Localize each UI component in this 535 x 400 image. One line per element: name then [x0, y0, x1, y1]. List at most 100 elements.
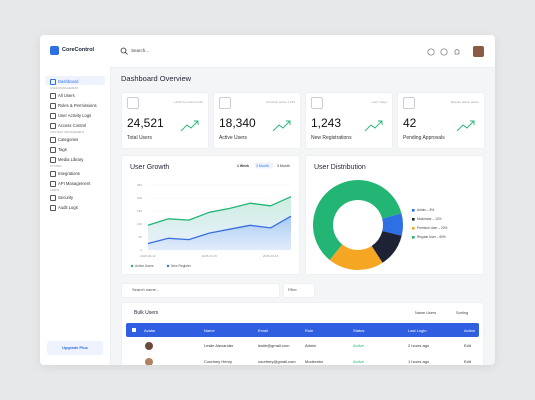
nav-icon	[50, 93, 56, 99]
y-tick-label: 200	[137, 196, 142, 200]
topbar-icons	[427, 46, 484, 57]
stat-icon	[311, 97, 323, 109]
x-tick-label: 2025-03-18	[263, 254, 279, 258]
nav-item[interactable]: Security	[58, 194, 74, 200]
x-tick-label: 2025-03-12	[140, 254, 156, 258]
table-cell: Leslie Alexander	[204, 343, 234, 348]
stat-label: New Registrations	[311, 135, 352, 141]
nav-item[interactable]: API Management	[58, 180, 91, 186]
avatar	[145, 342, 153, 350]
trend-icon	[456, 120, 475, 132]
chart-title: User Growth	[130, 164, 169, 171]
table-cell[interactable]: Edit	[464, 359, 471, 364]
donut-slice	[371, 230, 402, 263]
legend-entry: Admin – 8%	[417, 208, 434, 212]
legend-swatch	[412, 227, 415, 230]
sidebar: CoreControl Upgrade Plus Dashboard USER M…	[40, 35, 111, 365]
column-header: Status	[353, 327, 365, 333]
table-cell[interactable]: Edit	[464, 343, 471, 348]
legend-entry: Moderator – 12%	[417, 217, 442, 221]
nav-item[interactable]: Dashboard	[58, 78, 79, 84]
avatar	[145, 358, 153, 365]
stat-card: Last 7 days 1,243 New Registrations	[305, 92, 393, 149]
stat-label: Pending Approvals	[403, 135, 445, 141]
trend-arrow	[378, 120, 383, 125]
legend-name: Admin	[417, 208, 426, 212]
nav-item[interactable]: Categories	[58, 136, 79, 142]
tab-active	[255, 162, 273, 169]
nav-section-title: CONTENT MANAGEMENT	[50, 130, 85, 134]
table-cell: Active	[353, 359, 364, 364]
legend-name: Moderator	[417, 217, 432, 221]
sort-by[interactable]: Name Users	[415, 311, 437, 315]
legend-name: Premium User	[417, 226, 438, 230]
legend-label: New Register	[171, 264, 192, 268]
legend-entry: Premium User – 20%	[417, 226, 447, 230]
legend-swatch	[412, 218, 415, 221]
stat-icon	[403, 97, 415, 109]
nav-item[interactable]: User Activity Logs	[58, 112, 92, 118]
trend-line	[180, 120, 199, 132]
donut-slice	[382, 213, 403, 236]
trend-line	[456, 120, 475, 132]
tab: 3 Month	[277, 164, 290, 168]
trend-line	[272, 120, 291, 132]
sort[interactable]: Sorting	[456, 311, 469, 315]
search-input[interactable]: Search...	[131, 48, 150, 53]
y-tick-label: 50	[139, 235, 143, 239]
table-cell: 2 hours ago	[408, 343, 430, 348]
nav-icon	[50, 157, 56, 163]
column-header: Role	[305, 327, 314, 333]
topbar: Search...	[110, 35, 495, 68]
nav-item[interactable]: Roles & Permissions	[58, 102, 97, 108]
filter-text[interactable]: Filter	[288, 287, 297, 292]
table-cell: Admin	[305, 343, 317, 348]
nav-item[interactable]: Tags	[58, 146, 67, 152]
x-tick-label: 2025-03-15	[202, 254, 218, 258]
nav-icon	[50, 137, 56, 143]
trend-arrow	[194, 120, 199, 125]
table-cell: Moderator	[305, 359, 324, 364]
legend-sep: –	[436, 235, 440, 239]
trend-arrow	[470, 120, 475, 125]
app-window: CoreControl Upgrade Plus Dashboard USER M…	[40, 35, 495, 365]
table-cell: 1 hours ago	[408, 359, 430, 364]
legend-sep: –	[432, 217, 436, 221]
tab: 1 Week	[237, 164, 249, 168]
stat-value: 42	[403, 116, 417, 130]
legend-swatch	[412, 236, 415, 239]
nav-active-bg	[45, 76, 105, 85]
legend-value: 60%	[439, 235, 446, 239]
stat-label: Active Users	[219, 135, 248, 141]
stat-icon	[219, 97, 231, 109]
nav-item[interactable]: Media Library	[58, 156, 84, 162]
stat-note: Require admin action	[450, 100, 479, 104]
user-growth-chart: User Growth 1 Week 1 Month 3 Month 0 50 100 150…	[130, 162, 292, 268]
stat-value: 18,340	[219, 116, 256, 130]
nav-item[interactable]: Audit Logs	[58, 204, 78, 210]
table-cell: Courtney Henry	[204, 359, 233, 364]
upgrade-button-bg[interactable]	[47, 341, 103, 355]
table-search[interactable]	[121, 283, 280, 298]
user-distribution-card: User Distribution Admin – 8% Moderator – 1…	[305, 155, 484, 275]
nav-item[interactable]: All Users	[58, 92, 75, 98]
filter-button[interactable]	[283, 283, 315, 298]
search-icon	[120, 47, 128, 55]
upgrade-button[interactable]: Upgrade Plus	[62, 345, 88, 350]
table-search-text[interactable]: Search name...	[132, 287, 160, 292]
legend-sep: –	[437, 226, 441, 230]
stat-note: Currently active 1,234	[265, 100, 295, 104]
column-header: Action	[464, 327, 476, 333]
stat-note: Last 7 days	[371, 100, 387, 104]
user-distribution-chart: User Distribution Admin – 8% Moderator – 1…	[313, 164, 447, 270]
legend-sep: –	[426, 208, 430, 212]
nav-item[interactable]: Integrations	[58, 170, 80, 176]
legend-name: Regular User	[417, 235, 437, 239]
y-tick-label: 150	[137, 209, 142, 213]
nav-item[interactable]: Access Control	[58, 122, 87, 128]
stat-icon	[127, 97, 139, 109]
trend-icon	[180, 120, 199, 132]
nav-icon	[50, 147, 56, 153]
page-title: Dashboard Overview	[121, 74, 192, 83]
